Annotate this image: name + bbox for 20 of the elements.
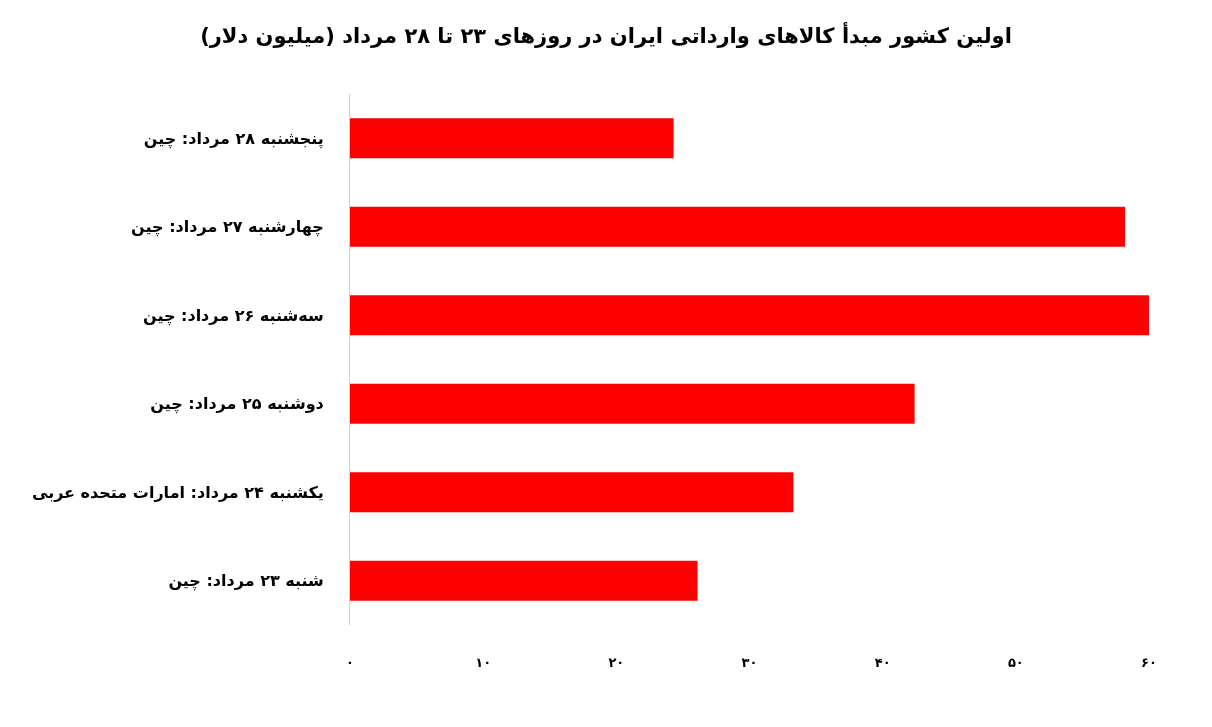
bar (350, 383, 915, 424)
x-tick-label: ۴۰ (874, 655, 891, 670)
bar (350, 472, 794, 513)
x-tick-label: ۳۰ (741, 655, 758, 670)
y-tick-label: دوشنبه ۲۵ مرداد: چین (150, 394, 324, 415)
x-tick-label: ۲۰ (608, 655, 625, 670)
bar (350, 206, 1126, 247)
x-tick-label: ۶۰ (1141, 655, 1157, 670)
y-tick-label: یکشنبه ۲۴ مرداد: امارات متحده عربی (31, 482, 324, 502)
y-tick-label: چهارشنبه ۲۷ مرداد: چین (131, 217, 324, 238)
y-tick-label: پنجشنبه ۲۸ مرداد: چین (143, 128, 324, 149)
bar (350, 560, 698, 601)
y-tick-label: سه‌شنبه ۲۶ مرداد: چین (142, 305, 324, 326)
bar (350, 295, 1149, 336)
y-tick-label: شنبه ۲۳ مرداد: چین (168, 571, 324, 592)
bar (350, 118, 674, 159)
x-tick-label: ۱۰ (475, 655, 492, 670)
x-tick-label: ۵۰ (1007, 655, 1024, 670)
x-tick-label: ۰ (346, 655, 354, 670)
chart-title: اولین کشور مبدأ کالاهای وارداتی ایران در روزهای ۲۳ تا ۲۸ مرداد (میلیون دلار) (200, 21, 1012, 49)
